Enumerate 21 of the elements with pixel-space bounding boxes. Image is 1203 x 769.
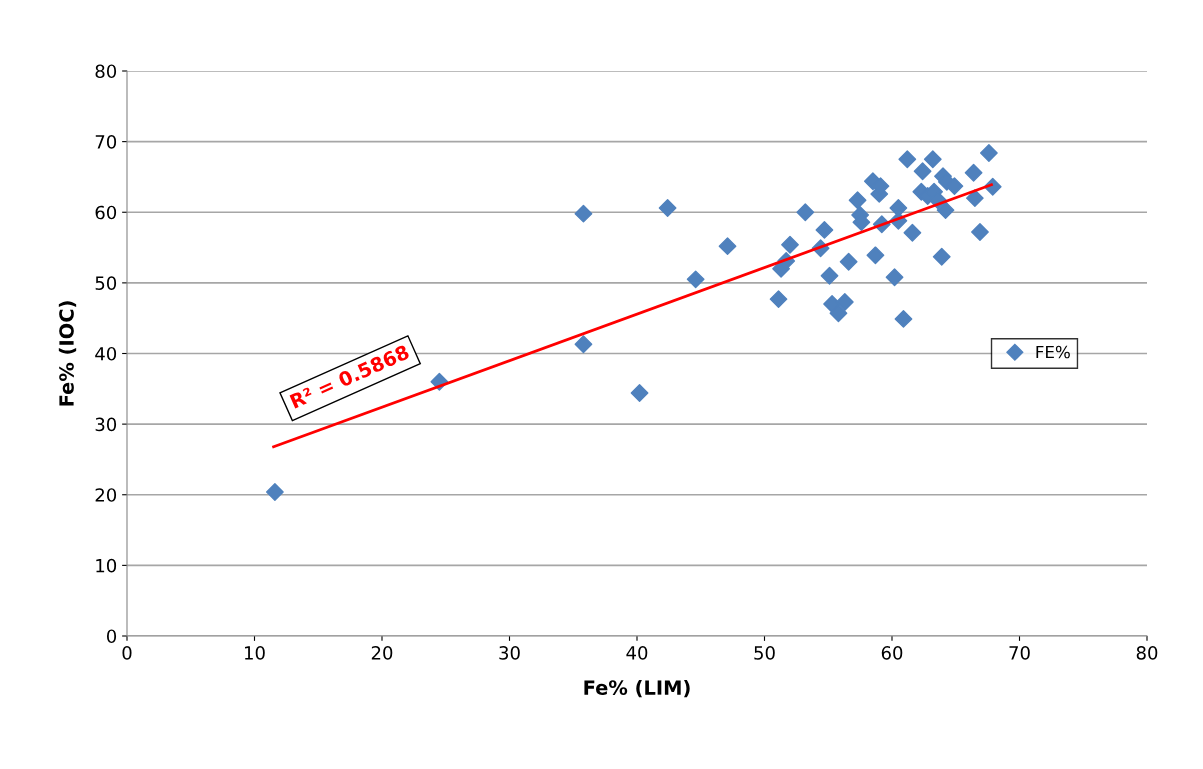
- x-tick-label: 60: [881, 646, 903, 660]
- y-axis-title: Fe% (IOC): [58, 301, 77, 406]
- x-tick-label: 80: [1136, 646, 1158, 660]
- x-tick-label: 30: [499, 646, 520, 660]
- y-tick-label: 10: [96, 558, 117, 573]
- x-tick-label: 20: [371, 646, 393, 660]
- y-tick-label: 50: [95, 276, 117, 290]
- x-tick-label: 40: [626, 646, 648, 660]
- y-tick-label: 40: [95, 346, 117, 361]
- x-tick-label: 10: [245, 646, 265, 660]
- x-axis-title: Fe% (LIM): [584, 679, 690, 698]
- y-tick-label: 0: [106, 629, 117, 644]
- y-tick-label: 20: [95, 488, 117, 502]
- y-tick-label: 60: [95, 205, 117, 220]
- legend-label: FE%: [1036, 345, 1070, 359]
- y-tick-label: 80: [95, 64, 117, 79]
- x-tick-label: 0: [122, 646, 132, 660]
- x-tick-label: 70: [1009, 646, 1030, 660]
- x-tick-label: 50: [754, 646, 775, 660]
- y-tick-label: 30: [95, 417, 117, 432]
- y-tick-label: 70: [95, 135, 117, 149]
